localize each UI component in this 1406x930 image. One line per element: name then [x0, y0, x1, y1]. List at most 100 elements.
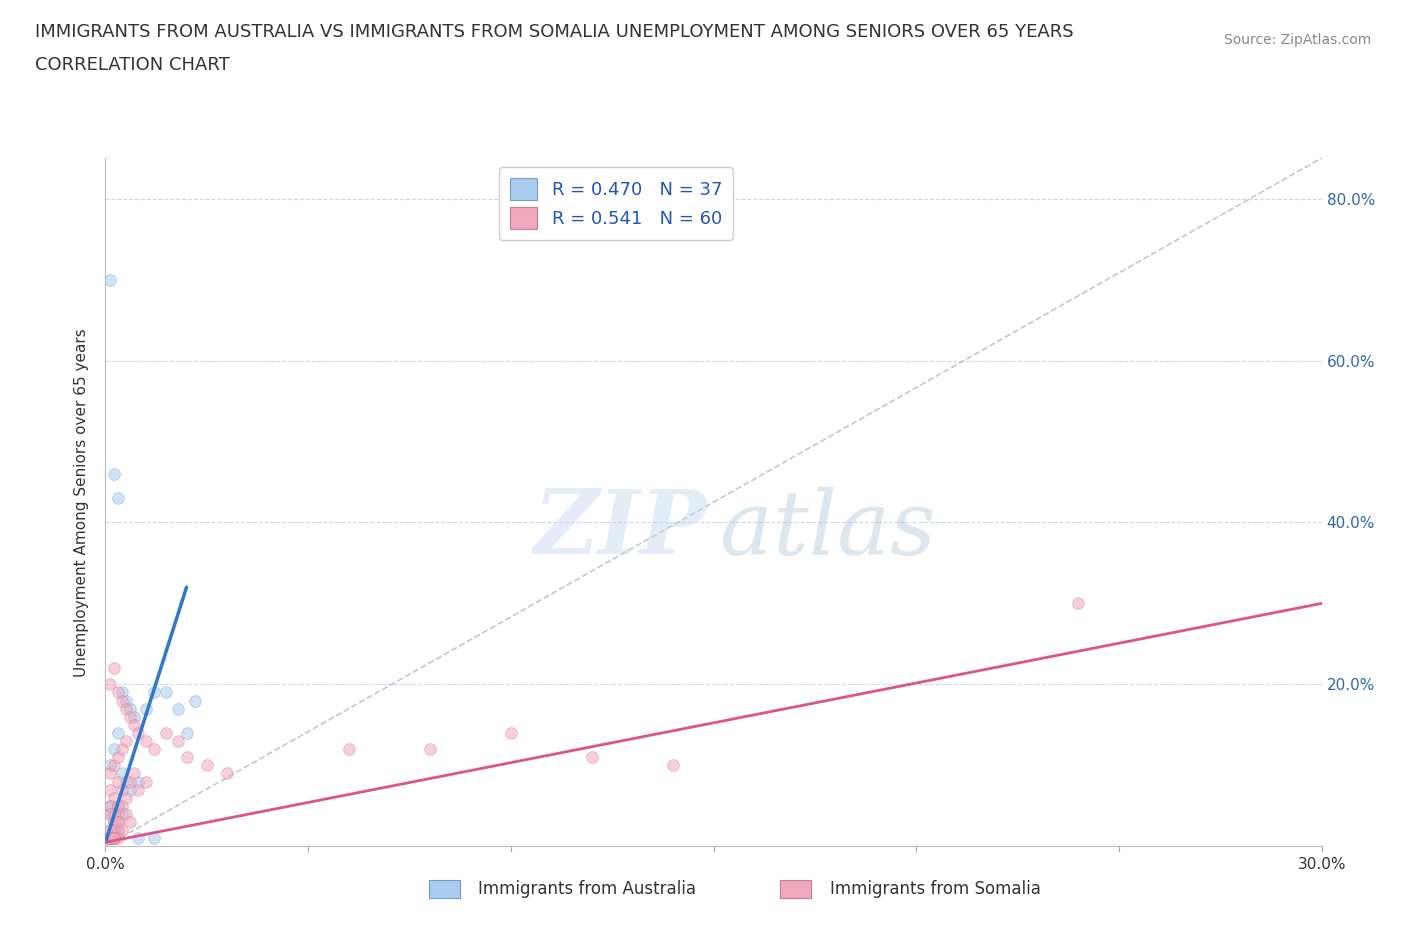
Point: [98, 830, 121, 845]
Point: [98, 830, 121, 845]
Point: [122, 766, 145, 781]
Point: [114, 734, 136, 749]
Point: [111, 782, 134, 797]
Point: [176, 725, 198, 740]
Point: [1067, 596, 1090, 611]
Point: [107, 750, 129, 764]
Point: [107, 491, 129, 506]
Point: [127, 782, 149, 797]
Text: Immigrants from Somalia: Immigrants from Somalia: [830, 880, 1040, 898]
Point: [581, 750, 603, 764]
Point: [127, 725, 149, 740]
Point: [98, 677, 121, 692]
Point: [118, 710, 141, 724]
Point: [107, 823, 129, 838]
Point: [111, 742, 134, 757]
Point: [111, 693, 134, 708]
Point: [195, 758, 218, 773]
Point: [103, 467, 125, 482]
Point: [98, 272, 121, 287]
Point: [107, 798, 129, 813]
Point: [127, 774, 149, 789]
Point: [114, 774, 136, 789]
Point: [662, 758, 685, 773]
Point: [114, 693, 136, 708]
Point: [107, 725, 129, 740]
Point: [103, 830, 125, 845]
Point: [98, 758, 121, 773]
Point: [337, 742, 360, 757]
Text: Source: ZipAtlas.com: Source: ZipAtlas.com: [1223, 33, 1371, 46]
Point: [135, 701, 157, 716]
Point: [135, 734, 157, 749]
Point: [98, 766, 121, 781]
Point: [107, 815, 129, 830]
Point: [103, 758, 125, 773]
Point: [114, 701, 136, 716]
Point: [176, 750, 198, 764]
Point: [103, 823, 125, 838]
Point: [118, 774, 141, 789]
Point: [143, 830, 166, 845]
Text: atlas: atlas: [720, 486, 935, 573]
Text: Immigrants from Australia: Immigrants from Australia: [478, 880, 696, 898]
Point: [103, 830, 125, 845]
Legend: R = 0.470   N = 37, R = 0.541   N = 60: R = 0.470 N = 37, R = 0.541 N = 60: [499, 167, 733, 240]
Point: [98, 823, 121, 838]
Point: [419, 742, 441, 757]
Point: [107, 815, 129, 830]
Point: [118, 701, 141, 716]
Point: [111, 806, 134, 821]
Y-axis label: Unemployment Among Seniors over 65 years: Unemployment Among Seniors over 65 years: [75, 328, 90, 677]
Point: [103, 660, 125, 675]
Point: [167, 734, 190, 749]
Point: [103, 815, 125, 830]
Point: [98, 830, 121, 845]
Point: [107, 798, 129, 813]
Point: [107, 806, 129, 821]
Point: [103, 790, 125, 805]
Point: [107, 823, 129, 838]
Point: [143, 742, 166, 757]
Point: [98, 823, 121, 838]
Point: [98, 782, 121, 797]
Point: [98, 830, 121, 845]
Point: [111, 766, 134, 781]
Point: [114, 790, 136, 805]
Point: [107, 830, 129, 845]
Point: [103, 806, 125, 821]
Point: [103, 815, 125, 830]
Point: [167, 701, 190, 716]
Point: [122, 717, 145, 732]
Point: [103, 830, 125, 845]
Point: [103, 830, 125, 845]
Point: [183, 693, 205, 708]
Point: [98, 806, 121, 821]
Point: [127, 830, 149, 845]
Point: [107, 685, 129, 700]
Point: [98, 806, 121, 821]
Point: [98, 798, 121, 813]
Point: [103, 823, 125, 838]
Text: ZIP: ZIP: [534, 486, 707, 573]
Point: [103, 823, 125, 838]
Point: [98, 798, 121, 813]
Point: [103, 830, 125, 845]
Point: [103, 806, 125, 821]
Point: [111, 685, 134, 700]
Point: [135, 774, 157, 789]
Point: [111, 798, 134, 813]
Point: [143, 685, 166, 700]
Point: [107, 798, 129, 813]
Text: CORRELATION CHART: CORRELATION CHART: [35, 56, 231, 73]
Point: [122, 710, 145, 724]
Point: [103, 830, 125, 845]
Point: [217, 766, 239, 781]
Point: [155, 725, 177, 740]
Text: IMMIGRANTS FROM AUSTRALIA VS IMMIGRANTS FROM SOMALIA UNEMPLOYMENT AMONG SENIORS : IMMIGRANTS FROM AUSTRALIA VS IMMIGRANTS …: [35, 23, 1074, 41]
Point: [155, 685, 177, 700]
Point: [107, 774, 129, 789]
Point: [111, 823, 134, 838]
Point: [118, 815, 141, 830]
Point: [103, 830, 125, 845]
